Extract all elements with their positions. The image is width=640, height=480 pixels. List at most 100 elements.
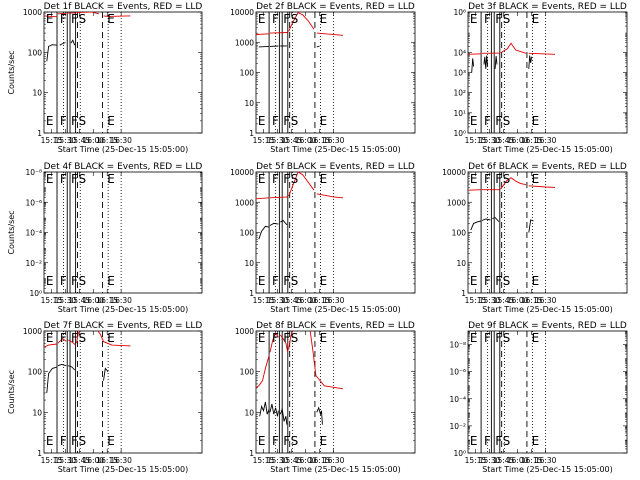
y-tick-label: 10⁶ bbox=[453, 8, 466, 17]
y-tick-label: 10000 bbox=[230, 168, 254, 177]
y-tick-label: 10⁰ bbox=[29, 289, 42, 298]
event-marker: F bbox=[60, 331, 67, 345]
series-line bbox=[46, 366, 58, 393]
series-line bbox=[256, 355, 270, 389]
y-tick-label: 100 bbox=[28, 368, 43, 377]
series-line bbox=[500, 42, 527, 54]
event-marker: F bbox=[484, 331, 491, 345]
y-tick-label: 10⁻² bbox=[449, 422, 466, 431]
event-marker: E bbox=[470, 274, 478, 288]
y-minor-ticks bbox=[44, 332, 202, 442]
event-marker: E bbox=[258, 331, 266, 345]
event-marker: F bbox=[495, 274, 502, 288]
x-tick-label: 15:45 bbox=[281, 296, 303, 305]
series-line bbox=[279, 407, 288, 425]
y-tick-label: 1000 bbox=[23, 327, 42, 336]
series-line bbox=[269, 331, 279, 353]
event-marker: F bbox=[272, 172, 279, 186]
series-events bbox=[46, 39, 76, 62]
event-marker: E bbox=[107, 274, 115, 288]
event-marker: S bbox=[78, 114, 86, 128]
y-tick-label: 1 bbox=[461, 289, 466, 298]
event-marker: E bbox=[532, 12, 540, 26]
panel-det-7: Det 7f BLACK = Events, RED = LLD 1 10 100 10… bbox=[7, 321, 202, 474]
y-tick-label: 10 bbox=[244, 408, 254, 417]
y-tick-label: 10⁰ bbox=[453, 449, 466, 458]
series-events bbox=[258, 219, 288, 240]
series-line bbox=[269, 403, 279, 417]
x-tick-label: 16:30 bbox=[110, 456, 132, 465]
event-marker: F bbox=[283, 274, 290, 288]
panel-det-3: Det 3f BLACK = Events, RED = LLD 10⁰ 10¹ 10… bbox=[453, 2, 628, 154]
x-tick-label: 15:15 bbox=[465, 136, 487, 145]
y-minor-ticks bbox=[468, 331, 627, 450]
series-line bbox=[57, 12, 67, 15]
event-marker: S bbox=[78, 172, 86, 186]
event-marker: F bbox=[60, 434, 67, 448]
y-tick-label: 100 bbox=[452, 229, 467, 238]
y-tick-label: 100 bbox=[240, 69, 255, 78]
x-tick-label: 15:30 bbox=[479, 136, 501, 145]
x-tick-label: 15:15 bbox=[465, 456, 487, 465]
x-tick-label: 16:00 bbox=[295, 296, 317, 305]
y-tick-label: 10 bbox=[244, 259, 254, 268]
x-tick-label: 16:00 bbox=[507, 296, 529, 305]
series-line bbox=[528, 55, 533, 69]
panel-title: Det 9f BLACK = Events, RED = LLD bbox=[468, 321, 627, 331]
event-marker: E bbox=[46, 12, 54, 26]
y-tick-label: 100 bbox=[240, 229, 255, 238]
event-marker: E bbox=[46, 274, 54, 288]
x-tick-label: 15:45 bbox=[493, 456, 515, 465]
x-axis-label: Start Time (25-Dec-15 15:05:00) bbox=[270, 465, 401, 474]
event-marker: S bbox=[291, 274, 299, 288]
event-marker: S bbox=[503, 114, 511, 128]
series-line bbox=[500, 177, 527, 190]
event-marker: E bbox=[46, 331, 54, 345]
x-tick-label: 15:30 bbox=[55, 296, 77, 305]
event-marker: E bbox=[470, 114, 478, 128]
panel-det-2: Det 2f BLACK = Events, RED = LLD 1 10 100 10… bbox=[230, 2, 416, 154]
series-line bbox=[76, 12, 99, 15]
series-line bbox=[468, 189, 482, 191]
panel-det-8: Det 8f BLACK = Events, RED = LLD 1 10 100 10… bbox=[235, 321, 416, 474]
y-tick-label: 100 bbox=[240, 368, 255, 377]
event-marker: S bbox=[78, 12, 86, 26]
event-marker: S bbox=[291, 12, 299, 26]
panel-det-5: Det 5f BLACK = Events, RED = LLD 1 10 100 10… bbox=[230, 162, 416, 314]
x-tick-label: 16:30 bbox=[110, 296, 132, 305]
x-tick-label: 16:00 bbox=[82, 456, 104, 465]
series-line bbox=[481, 218, 491, 221]
series-line bbox=[258, 225, 270, 240]
y-tick-label: 10 bbox=[244, 99, 254, 108]
series-line bbox=[256, 33, 270, 35]
y-axis-label: Counts/sec bbox=[7, 50, 16, 94]
event-marker: E bbox=[470, 12, 478, 26]
x-tick-label: 15:30 bbox=[55, 136, 77, 145]
event-marker: F bbox=[60, 12, 67, 26]
series-line bbox=[316, 406, 323, 425]
x-tick-label: 15:45 bbox=[281, 136, 303, 145]
series-line bbox=[483, 55, 489, 69]
x-tick-label: 16:00 bbox=[507, 136, 529, 145]
x-axis-label: Start Time (25-Dec-15 15:05:00) bbox=[482, 145, 613, 154]
x-tick-label: 16:00 bbox=[82, 136, 104, 145]
series-lld bbox=[468, 42, 556, 55]
series-line bbox=[316, 45, 320, 48]
plot-frame bbox=[467, 11, 628, 134]
event-marker: E bbox=[258, 274, 266, 288]
panel-title: Det 5f BLACK = Events, RED = LLD bbox=[256, 162, 415, 172]
x-tick-label: 16:30 bbox=[535, 456, 557, 465]
y-tick-label: 10⁻⁶ bbox=[25, 198, 42, 207]
series-events bbox=[259, 401, 323, 425]
series-lld bbox=[44, 12, 131, 18]
event-marker: F bbox=[484, 114, 491, 128]
event-marker: F bbox=[60, 114, 67, 128]
x-tick-label: 16:00 bbox=[295, 136, 317, 145]
y-tick-label: 10⁻⁸ bbox=[25, 168, 42, 177]
